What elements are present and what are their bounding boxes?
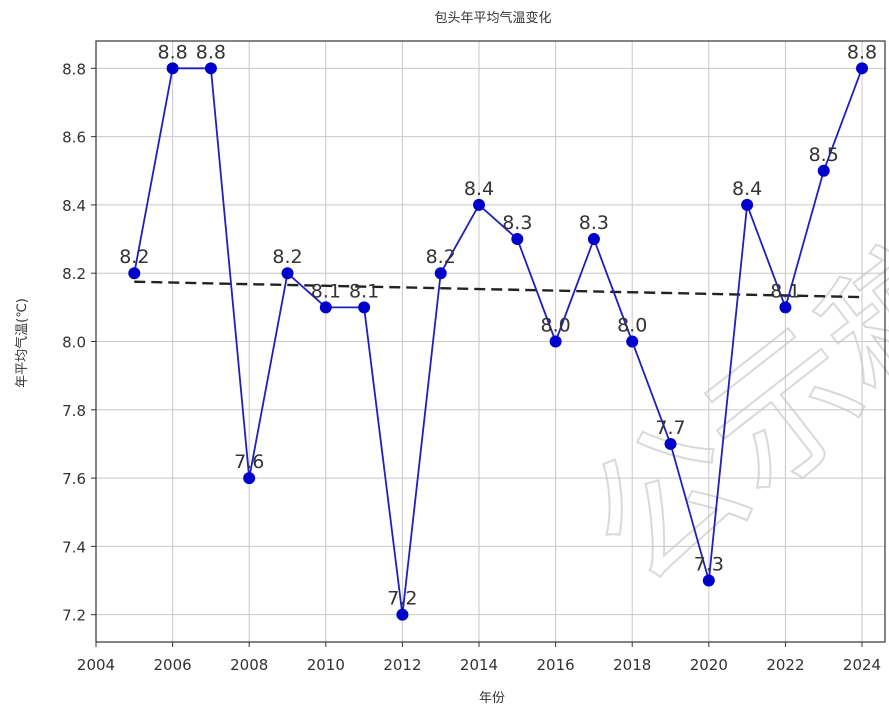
data-label: 8.3 — [502, 212, 532, 234]
data-label: 8.2 — [119, 246, 149, 268]
data-label: 8.8 — [196, 41, 226, 63]
data-label: 8.1 — [770, 280, 800, 302]
data-point — [664, 437, 677, 450]
chart-title: 包头年平均气温变化 — [434, 10, 551, 26]
x-tick-label: 2014 — [460, 656, 498, 674]
x-tick-label: 2018 — [613, 656, 651, 674]
data-point — [511, 233, 524, 246]
data-point — [434, 267, 447, 280]
y-tick-label: 8.8 — [62, 60, 86, 78]
x-tick-label: 2020 — [690, 656, 728, 674]
data-label: 8.5 — [809, 144, 839, 166]
data-point — [587, 233, 600, 246]
data-point — [396, 608, 409, 621]
data-label: 8.1 — [311, 280, 341, 302]
y-tick-label: 8.4 — [62, 197, 86, 215]
data-point — [741, 198, 754, 211]
x-tick-label: 2016 — [537, 656, 575, 674]
y-tick-label: 8.6 — [62, 129, 86, 147]
data-point — [779, 301, 792, 314]
data-label: 7.7 — [655, 417, 685, 439]
trend-line — [134, 280, 863, 299]
x-tick-label: 2024 — [843, 656, 881, 674]
y-tick-label: 7.4 — [62, 538, 86, 556]
y-tick-label: 7.6 — [62, 470, 86, 488]
trend-line-group — [134, 280, 863, 299]
data-label: 7.2 — [387, 588, 417, 610]
data-point — [473, 198, 486, 211]
data-point — [166, 62, 179, 75]
data-point — [358, 301, 371, 314]
data-label: 8.0 — [617, 315, 647, 337]
data-label: 7.6 — [234, 451, 264, 473]
data-point — [626, 335, 639, 348]
data-point — [549, 335, 562, 348]
data-point — [702, 574, 715, 587]
data-label: 7.3 — [694, 554, 724, 576]
data-point — [281, 267, 294, 280]
tick-labels: 2004 2006 2008 2010 2012 2014 2016 2018 2020 2022… — [62, 60, 881, 674]
x-tick-label: 2012 — [383, 656, 421, 674]
data-label: 8.8 — [847, 41, 877, 63]
data-label: 8.4 — [464, 178, 494, 200]
y-axis-label: 年平均气温(℃) — [14, 298, 30, 388]
data-point — [243, 472, 256, 485]
data-label: 8.4 — [732, 178, 762, 200]
y-tick-label: 7.2 — [62, 607, 86, 625]
data-point — [856, 62, 869, 75]
data-point — [128, 267, 141, 280]
data-labels: 8.2 8.8 8.8 7.6 8.2 8.1 8.1 7.2 8.2 8.4 8.3 8.0 8.3 8… — [119, 41, 877, 609]
data-label: 8.8 — [157, 41, 187, 63]
series-group — [128, 62, 869, 621]
series-line — [133, 67, 863, 615]
y-tick-label: 8.0 — [62, 334, 86, 352]
data-label: 8.2 — [426, 246, 456, 268]
data-label: 8.0 — [541, 315, 571, 337]
x-tick-label: 2006 — [154, 656, 192, 674]
x-tick-label: 2008 — [230, 656, 268, 674]
data-label: 8.2 — [272, 246, 302, 268]
plot-frame — [95, 40, 886, 643]
data-label: 8.3 — [579, 212, 609, 234]
x-axis-label: 年份 — [479, 691, 505, 706]
grid — [95, 41, 885, 642]
data-label: 8.1 — [349, 280, 379, 302]
x-tick-label: 2004 — [77, 656, 115, 674]
y-tick-label: 7.8 — [62, 402, 86, 420]
x-tick-label: 2022 — [766, 656, 804, 674]
data-point — [204, 62, 217, 75]
data-point — [319, 301, 332, 314]
data-point — [817, 164, 830, 177]
y-tick-label: 8.2 — [62, 265, 86, 283]
x-tick-label: 2010 — [307, 656, 345, 674]
